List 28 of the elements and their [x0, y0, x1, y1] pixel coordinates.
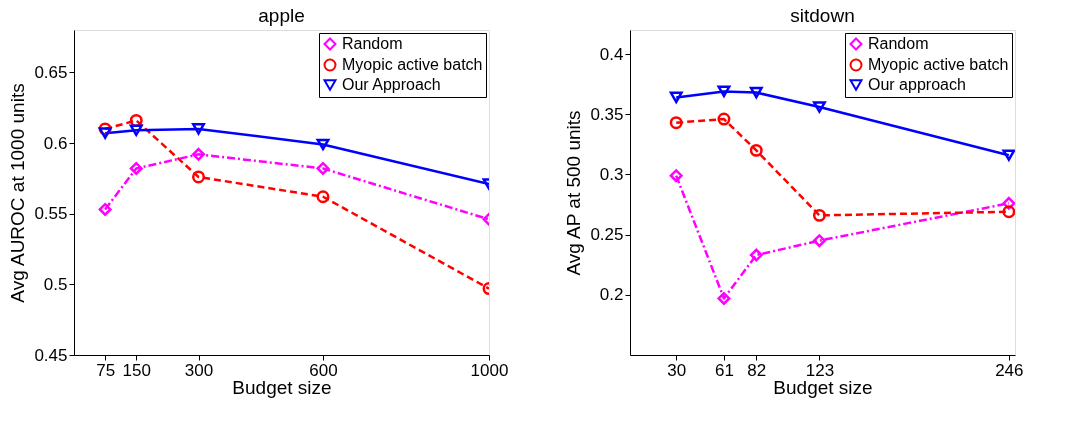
x-tick-label: 82: [747, 360, 767, 380]
x-tick-label: 246: [995, 360, 1024, 380]
y-axis-title: Avg AP at 500 units: [563, 110, 585, 276]
y-axis-title: Avg AUROC at 1000 units: [7, 83, 29, 303]
legend-label: Our Approach: [342, 76, 441, 93]
y-tick-label: 0.2: [599, 285, 624, 305]
x-tick-label: 30: [667, 360, 687, 380]
y-tick-label: 0.6: [43, 133, 68, 153]
legend-label: Random: [868, 35, 929, 52]
y-tick-label: 0.35: [590, 104, 624, 124]
x-tick-label: 75: [96, 360, 116, 380]
legend-label: Myopic active batch: [868, 56, 1009, 73]
legend-label: Our approach: [868, 76, 966, 93]
legend-label: Myopic active batch: [342, 56, 483, 73]
y-tick-label: 0.55: [34, 204, 68, 224]
chart-title: sitdown: [790, 5, 855, 26]
legend-label: Random: [342, 35, 403, 52]
y-tick-label: 0.45: [34, 345, 68, 365]
x-tick-label: 150: [122, 360, 151, 380]
y-tick-label: 0.25: [590, 225, 624, 245]
x-tick-label: 1000: [470, 360, 509, 380]
chart-title: apple: [258, 5, 305, 26]
x-tick-label: 61: [714, 360, 734, 380]
y-tick-label: 0.5: [43, 274, 68, 294]
x-tick-label: 300: [184, 360, 214, 380]
y-tick-label: 0.65: [34, 62, 68, 82]
y-tick-label: 0.3: [599, 164, 624, 184]
y-tick-label: 0.4: [599, 44, 624, 64]
